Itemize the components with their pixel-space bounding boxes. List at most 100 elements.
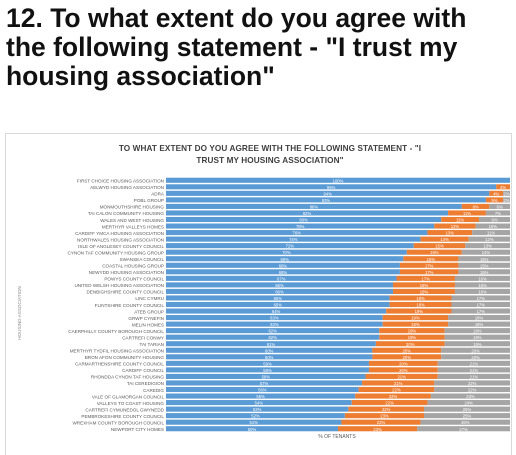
data-label: 14% xyxy=(440,237,449,242)
bar-segment xyxy=(379,328,445,334)
data-label: 26% xyxy=(461,420,470,425)
data-label: 23% xyxy=(466,394,475,399)
x-axis-label: % OF TENANTS xyxy=(318,434,356,440)
bar-segment xyxy=(348,406,424,412)
bar-segment xyxy=(166,269,400,275)
data-label: 68% xyxy=(279,270,288,275)
category-label: VALE OF GLAMORGAN COUNCIL xyxy=(92,394,165,399)
bar-segment xyxy=(166,301,390,308)
bar-segment xyxy=(437,367,510,373)
category-label: CARMARTHENSHIRE COUNTY COUNCIL xyxy=(75,362,164,367)
data-label: 4% xyxy=(500,185,506,190)
bar-segment xyxy=(166,249,407,255)
bar-segment xyxy=(166,354,373,360)
bar-segment xyxy=(503,197,510,203)
data-label: 19% xyxy=(473,329,482,334)
category-label: UNITED WELSH HOUSING ASSOCIATION xyxy=(74,283,164,288)
bar-segment xyxy=(420,236,469,242)
data-label: 65% xyxy=(274,303,283,308)
category-label: NORTHWALES HOUSING ASSOCIATION xyxy=(77,237,164,242)
bar-segment xyxy=(166,288,394,294)
data-label: 22% xyxy=(392,388,401,393)
data-label: 51% xyxy=(250,420,259,425)
category-label: RHONDDA CYNON TAF HOUSING xyxy=(91,375,165,380)
data-label: 86% xyxy=(310,204,319,209)
category-label: CARTREFI CONWY xyxy=(122,335,164,340)
bar-segment xyxy=(393,282,455,288)
chart-title-line-2: TRUST MY HOUSING ASSOCIATION" xyxy=(196,156,344,165)
data-label: 22% xyxy=(468,388,477,393)
data-label: 16% xyxy=(478,283,487,288)
bar-segment xyxy=(424,406,510,412)
chart-title: TO WHAT EXTENT DO YOU AGREE WITH THE FOL… xyxy=(60,143,480,167)
data-label: 22% xyxy=(385,401,394,406)
category-label: TAI CEREDIGION xyxy=(127,381,164,386)
bar-segment xyxy=(444,334,510,340)
data-label: 65% xyxy=(274,296,283,301)
data-label: 60% xyxy=(265,355,274,360)
data-label: 12% xyxy=(451,224,460,229)
bar-segment xyxy=(166,190,490,196)
bar-segment xyxy=(166,308,387,314)
data-label: 14% xyxy=(482,250,491,255)
category-label: CARDIFF COUNCIL xyxy=(122,368,164,373)
data-label: 12% xyxy=(485,237,494,242)
bar-segment xyxy=(458,256,510,262)
bar-segment xyxy=(427,400,510,406)
bar-segment xyxy=(441,354,510,360)
bar-segment xyxy=(403,256,459,262)
data-label: 7% xyxy=(495,211,501,216)
category-label: NEWPORT CITY HOMES xyxy=(111,427,164,432)
category-label: AELWYD HOUSING ASSOCIATION xyxy=(90,185,164,190)
data-label: 5% xyxy=(491,198,497,203)
data-label: 64% xyxy=(272,309,281,314)
data-label: 16% xyxy=(478,289,487,294)
data-label: 63% xyxy=(270,316,279,321)
bar-segment xyxy=(489,190,504,196)
data-label: 15% xyxy=(480,270,489,275)
bar-segment xyxy=(166,341,376,347)
bar-segment xyxy=(472,230,510,236)
bar-segment xyxy=(166,373,366,379)
bar-segment xyxy=(454,288,510,294)
category-label: MERTHYR TYDFIL HOUSING ASSOCIATION xyxy=(70,349,164,354)
data-label: 18% xyxy=(416,303,425,308)
data-label: 20% xyxy=(399,368,408,373)
data-label: 50% xyxy=(248,427,257,432)
data-label: 66% xyxy=(275,283,284,288)
bar-segment xyxy=(420,419,510,425)
bar-segment xyxy=(458,262,510,268)
category-label: TAI CALON COMMUNITY HOUSING xyxy=(88,211,165,216)
data-label: 8% xyxy=(473,204,479,209)
category-label: PEMBROKESHIRE COUNTY COUNCIL xyxy=(81,414,164,419)
data-label: 22% xyxy=(382,407,391,412)
data-label: 76% xyxy=(293,231,302,236)
data-label: 16% xyxy=(430,250,439,255)
bar-segment xyxy=(430,393,510,399)
bar-segment xyxy=(166,210,449,216)
data-label: 21% xyxy=(470,361,479,366)
data-label: 27% xyxy=(459,427,468,432)
bar-segment xyxy=(461,203,490,209)
bar-segment xyxy=(451,301,510,308)
bar-segment xyxy=(458,269,510,275)
bar-segment xyxy=(166,223,435,229)
bar-segment xyxy=(166,243,414,249)
data-label: 55% xyxy=(256,394,265,399)
data-label: 56% xyxy=(258,388,267,393)
bar-segment xyxy=(444,328,510,334)
bar-segment xyxy=(396,275,455,281)
bar-segment xyxy=(485,197,504,203)
bar-segment xyxy=(375,341,445,347)
data-label: 18% xyxy=(475,322,484,327)
bar-segment xyxy=(166,328,380,334)
bar-segment xyxy=(166,216,442,223)
data-label: 23% xyxy=(373,427,382,432)
bar-segment xyxy=(434,380,510,386)
bar-segment xyxy=(344,413,424,419)
bar-segment xyxy=(434,223,476,229)
category-label: ATEB GROUP xyxy=(134,309,164,314)
data-label: 13% xyxy=(483,244,492,249)
data-label: 20% xyxy=(403,355,412,360)
bar-segment xyxy=(166,315,383,321)
